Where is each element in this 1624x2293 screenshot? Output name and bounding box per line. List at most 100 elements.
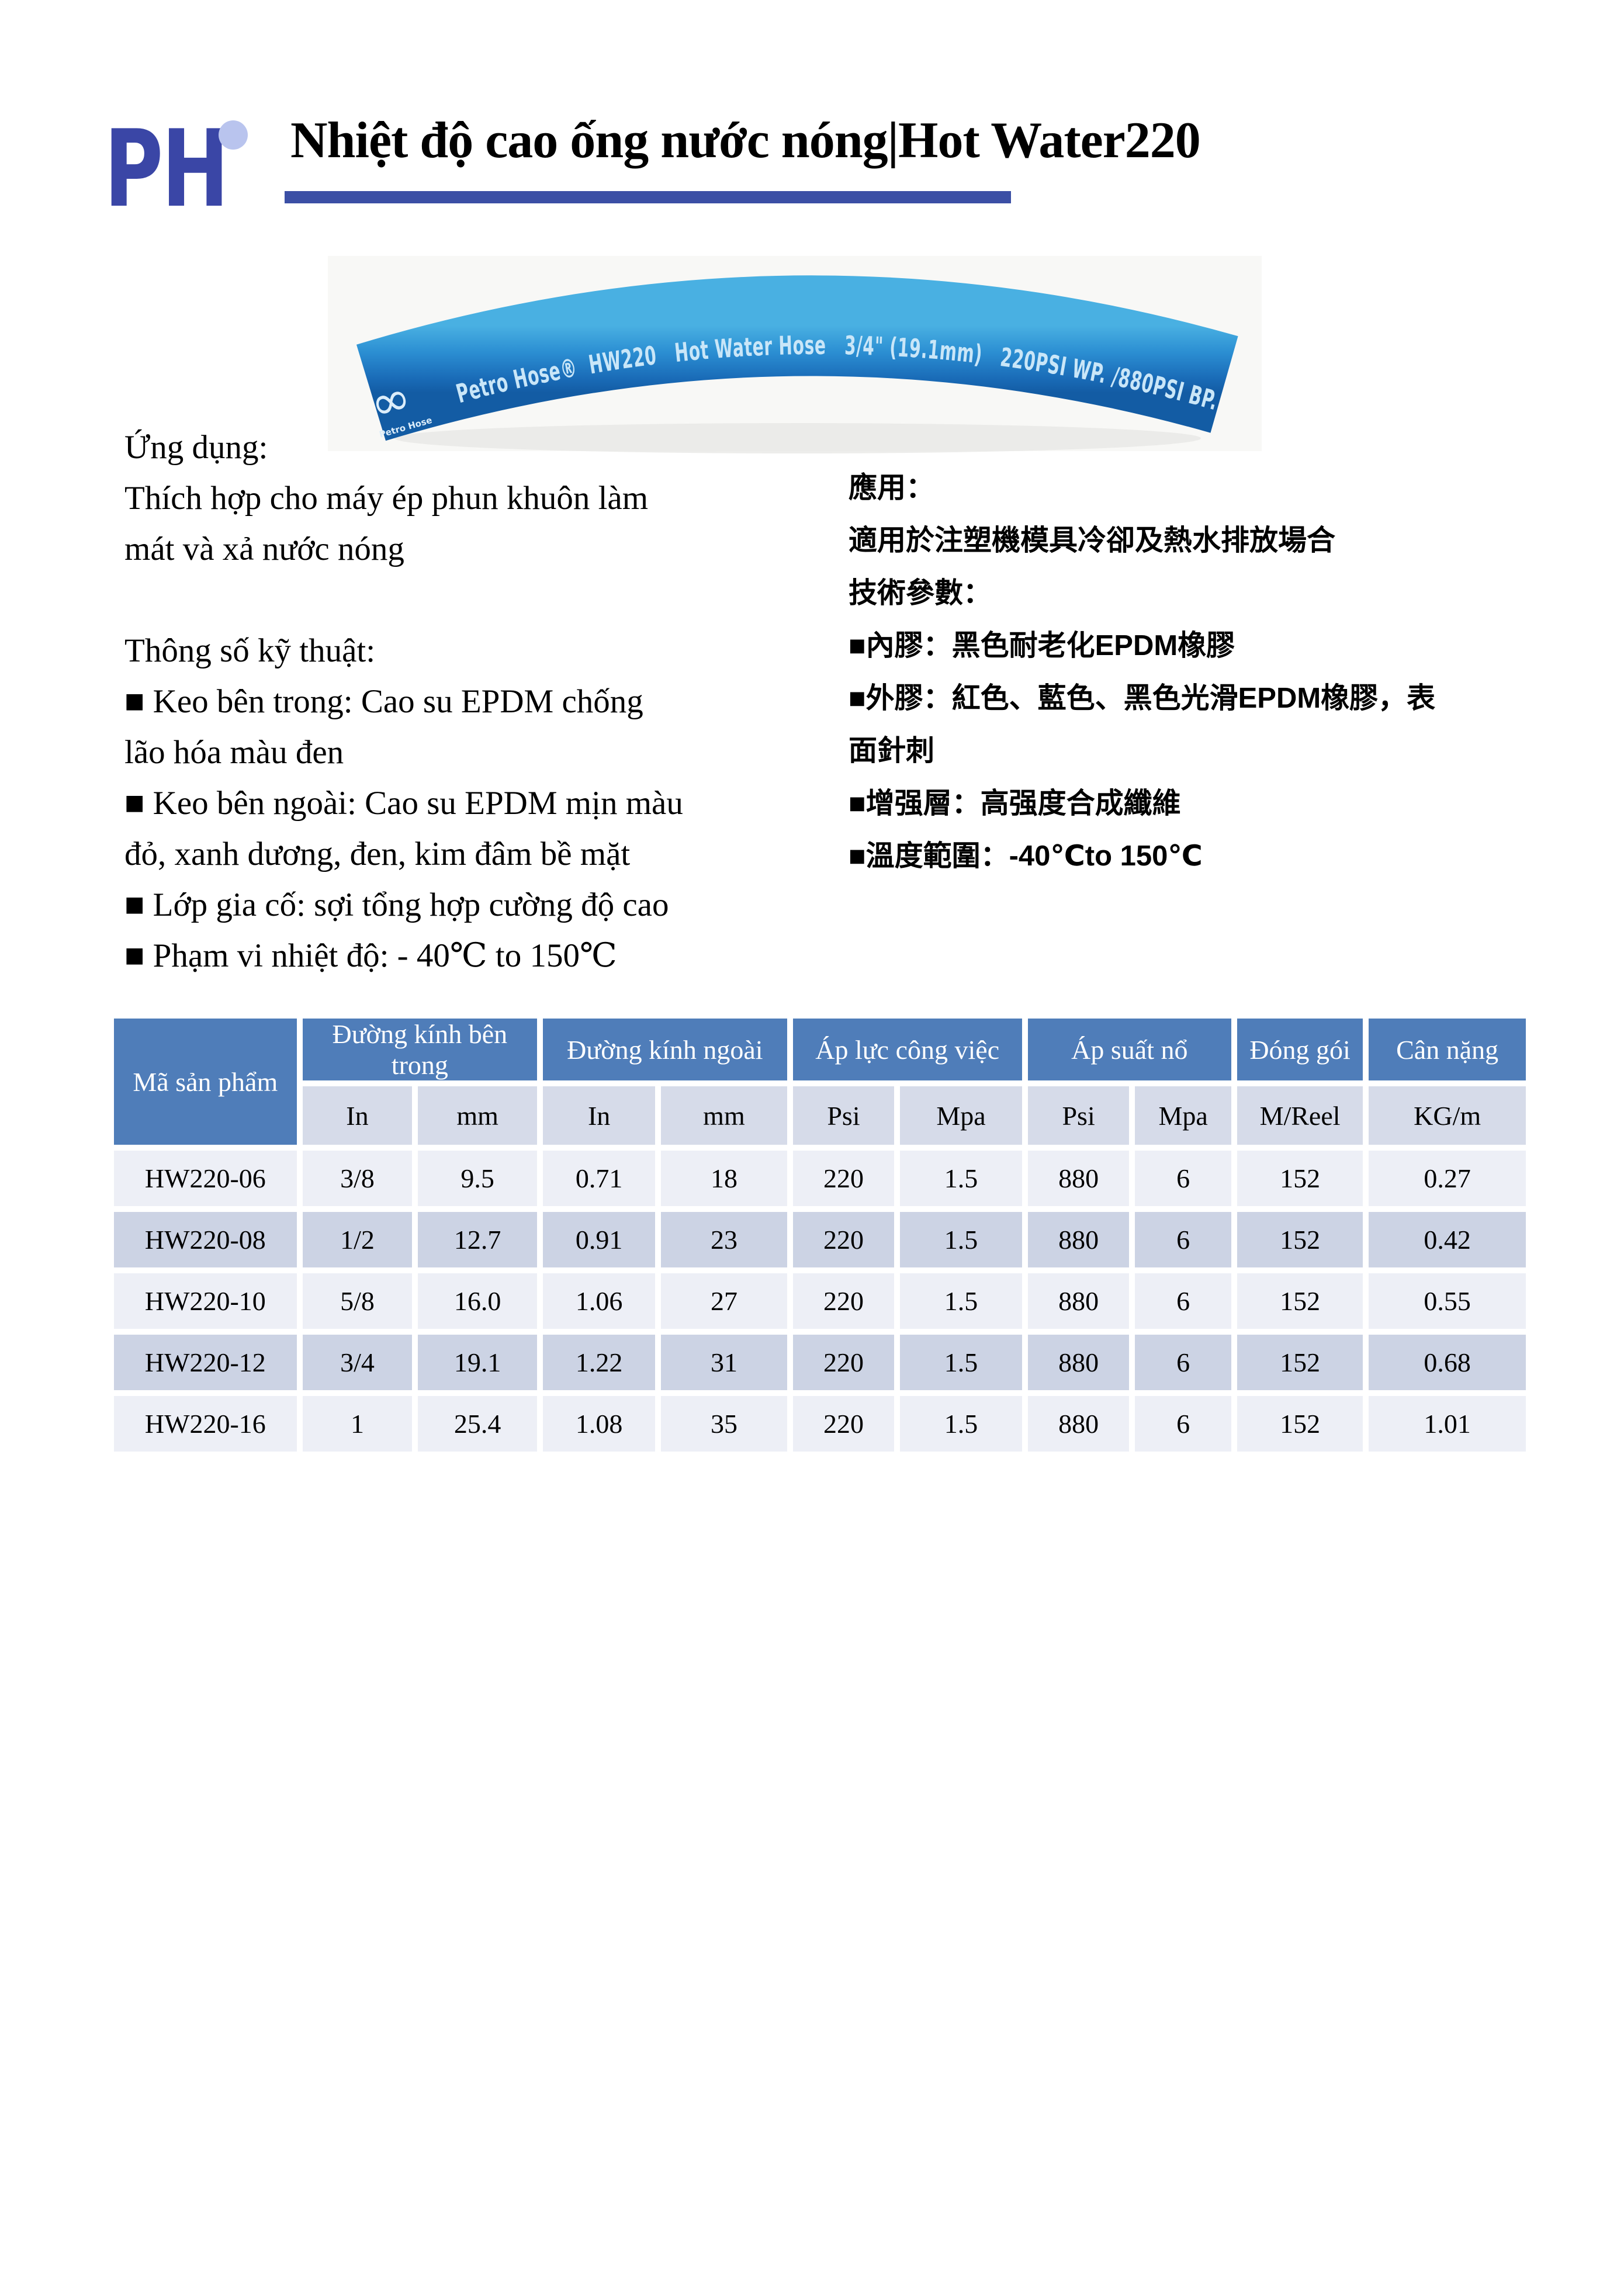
cell: 0.55: [1369, 1273, 1526, 1329]
cn-line: ■外膠：紅色、藍色、黑色光滑EPDM橡膠，表: [849, 683, 1436, 714]
brand-logo-text: PH: [104, 107, 229, 231]
table-row: HW220-08 1/2 12.7 0.91 23 220 1.5 880 6 …: [114, 1212, 1526, 1267]
cell: 35: [661, 1396, 787, 1452]
cell: 152: [1237, 1396, 1363, 1452]
vn-line: ■ Keo bên ngoài: Cao su EPDM mịn màu: [124, 785, 683, 822]
unit-header: In: [543, 1086, 656, 1145]
vn-blank-line: [124, 574, 683, 625]
cell: 18: [661, 1151, 787, 1206]
cell: 3/4: [302, 1335, 413, 1390]
cell: 16.0: [418, 1273, 538, 1329]
table-group-header-row: Mã sản phẩm Đường kính bên trong Đường k…: [114, 1019, 1526, 1145]
unit-header: Mpa: [1135, 1086, 1231, 1145]
hose-illustration: Petro Hose® HW220 Hot Water Hose 3/4" (1…: [328, 256, 1262, 453]
cell: 5/8: [302, 1273, 413, 1329]
col-header-product-code: Mã sản phẩm: [114, 1019, 297, 1145]
vn-heading-specs: Thông số kỹ thuật:: [124, 632, 376, 669]
page-title: Nhiệt độ cao ống nước nóng|Hot Water220: [290, 112, 1201, 169]
cell-product-code: HW220-06: [114, 1151, 297, 1206]
cell: 1.5: [900, 1151, 1022, 1206]
cell-product-code: HW220-16: [114, 1396, 297, 1452]
cell: 6: [1135, 1273, 1231, 1329]
vn-line: ■ Phạm vi nhiệt độ: - 40℃ to 150℃: [124, 937, 617, 974]
cell: 6: [1135, 1396, 1231, 1452]
cell: 1.22: [543, 1335, 656, 1390]
cell: 152: [1237, 1273, 1363, 1329]
cell-product-code: HW220-08: [114, 1212, 297, 1267]
vietnamese-specs: Ứng dụng: Thích hợp cho máy ép phun khuô…: [124, 422, 683, 981]
cell: 152: [1237, 1335, 1363, 1390]
cell: 1.06: [543, 1273, 656, 1329]
cn-heading-specs: 技術參數：: [849, 577, 992, 609]
cell: 0.27: [1369, 1151, 1526, 1206]
cell: 880: [1027, 1396, 1130, 1452]
title-underline: [285, 191, 1011, 203]
cell: 27: [661, 1273, 787, 1329]
col-group-packing: Đóng gói: [1237, 1019, 1363, 1080]
unit-header: mm: [661, 1086, 787, 1145]
cell: 1/2: [302, 1212, 413, 1267]
spec-table: Mã sản phẩm Đường kính bên trong Đường k…: [108, 1013, 1532, 1457]
unit-header: mm: [418, 1086, 538, 1145]
cell: 3/8: [302, 1151, 413, 1206]
table-row: HW220-10 5/8 16.0 1.06 27 220 1.5 880 6 …: [114, 1273, 1526, 1329]
cell-product-code: HW220-10: [114, 1273, 297, 1329]
cell: 23: [661, 1212, 787, 1267]
cell: 880: [1027, 1212, 1130, 1267]
cell: 220: [792, 1151, 895, 1206]
unit-header: M/Reel: [1237, 1086, 1363, 1145]
unit-header: Mpa: [900, 1086, 1022, 1145]
hose-body: [356, 275, 1238, 441]
table-row: HW220-06 3/8 9.5 0.71 18 220 1.5 880 6 1…: [114, 1151, 1526, 1206]
hose-shadow: [394, 423, 1201, 453]
unit-header: Psi: [1027, 1086, 1130, 1145]
cell: 9.5: [418, 1151, 538, 1206]
cell: 6: [1135, 1212, 1231, 1267]
cell: 220: [792, 1273, 895, 1329]
cn-line: 面針刺: [849, 735, 935, 767]
table-row: HW220-16 1 25.4 1.08 35 220 1.5 880 6 15…: [114, 1396, 1526, 1452]
cell: 1.5: [900, 1273, 1022, 1329]
cell: 0.91: [543, 1212, 656, 1267]
vn-line: lão hóa màu đen: [124, 734, 344, 771]
cn-line: ■溫度範圍：-40℃to 150℃: [849, 840, 1203, 872]
cell: 12.7: [418, 1212, 538, 1267]
cell: 19.1: [418, 1335, 538, 1390]
vn-line: ■ Keo bên trong: Cao su EPDM chống: [124, 683, 643, 720]
cell: 6: [1135, 1151, 1231, 1206]
cn-heading-application: 應用：: [849, 472, 935, 504]
cell: 1: [302, 1396, 413, 1452]
col-group-working-pressure: Áp lực công việc: [792, 1019, 1022, 1080]
col-group-outer-diameter: Đường kính ngoài: [543, 1019, 787, 1080]
cell: 880: [1027, 1335, 1130, 1390]
cell: 1.01: [1369, 1396, 1526, 1452]
cn-line: 適用於注塑機模具冷卻及熱水排放場合: [849, 525, 1336, 556]
cn-line: ■內膠：黑色耐老化EPDM橡膠: [849, 630, 1235, 661]
cell: 1.5: [900, 1396, 1022, 1452]
brand-logo-dot-icon: [219, 120, 248, 150]
cell: 220: [792, 1396, 895, 1452]
chinese-specs: 應用： 適用於注塑機模具冷卻及熱水排放場合 技術參數： ■內膠：黑色耐老化EPD…: [849, 462, 1435, 882]
col-group-burst-pressure: Áp suất nổ: [1027, 1019, 1231, 1080]
vn-line: mát và xả nước nóng: [124, 531, 404, 567]
table-row: HW220-12 3/4 19.1 1.22 31 220 1.5 880 6 …: [114, 1335, 1526, 1390]
unit-header: In: [302, 1086, 413, 1145]
vn-line: Thích hợp cho máy ép phun khuôn làm: [124, 480, 649, 517]
col-group-weight: Cân nặng: [1369, 1019, 1526, 1080]
cell: 220: [792, 1212, 895, 1267]
cell: 1.5: [900, 1212, 1022, 1267]
cell: 31: [661, 1335, 787, 1390]
cell: 880: [1027, 1273, 1130, 1329]
product-photo: Petro Hose® HW220 Hot Water Hose 3/4" (1…: [324, 245, 1265, 465]
vn-line: ■ Lớp gia cố: sợi tổng hợp cường độ cao: [124, 886, 669, 923]
cell: 1.08: [543, 1396, 656, 1452]
cell: 152: [1237, 1212, 1363, 1267]
unit-header: KG/m: [1369, 1086, 1526, 1145]
cell: 152: [1237, 1151, 1363, 1206]
cn-line: ■增强層：高强度合成纖維: [849, 788, 1181, 819]
table-unit-header-row: In mm In mm Psi Mpa Psi Mpa M/Reel KG/m: [114, 1086, 1526, 1145]
col-group-inner-diameter: Đường kính bên trong: [302, 1019, 538, 1080]
unit-header: Psi: [792, 1086, 895, 1145]
cell: 6: [1135, 1335, 1231, 1390]
